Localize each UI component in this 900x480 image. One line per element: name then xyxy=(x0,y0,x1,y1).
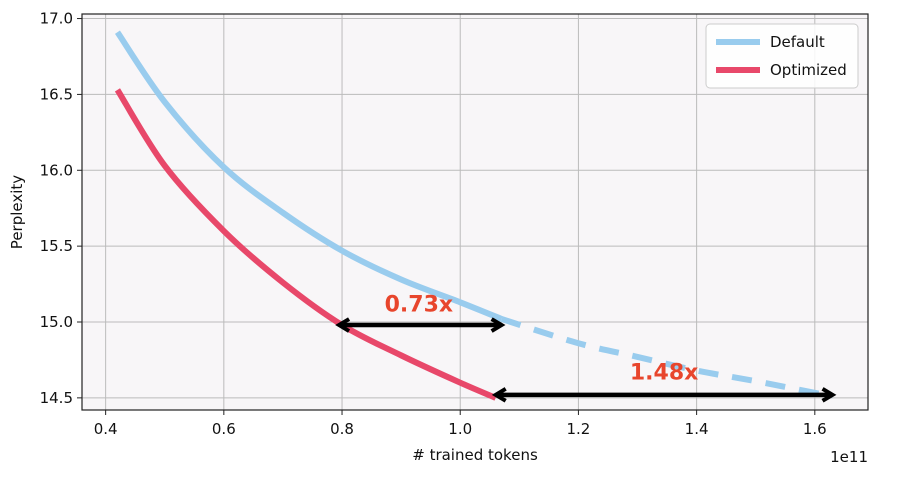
speedup-label: 1.48x xyxy=(630,361,698,386)
legend-label-default: Default xyxy=(770,33,825,51)
x-tick-label: 1.6 xyxy=(803,420,827,438)
y-tick-label: 15.0 xyxy=(40,313,73,331)
series-line-default xyxy=(114,30,503,322)
x-tick-label: 0.6 xyxy=(212,420,236,438)
arrow-head-left xyxy=(335,317,351,333)
series-line-default-extrapolated xyxy=(500,316,834,400)
arrow-head-right xyxy=(821,387,837,403)
series-lines xyxy=(114,30,834,401)
y-tick-label: 16.0 xyxy=(40,161,73,179)
arrow-head-left xyxy=(491,387,507,403)
y-axis-label: Perplexity xyxy=(8,175,26,249)
legend-label-optimized: Optimized xyxy=(770,61,847,79)
x-tick-label: 1.4 xyxy=(685,420,709,438)
x-tick-label: 0.4 xyxy=(94,420,118,438)
y-tick-label: 17.0 xyxy=(40,10,73,28)
x-tick-label: 1.2 xyxy=(566,420,590,438)
x-axis-label: # trained tokens xyxy=(412,446,538,464)
x-tick-label: 1.0 xyxy=(448,420,472,438)
x-tick-label: 0.8 xyxy=(330,420,354,438)
ticks: 0.4 0.6 0.8 1.0 1.2 1.4 1.6 14.5 15.0 15.5 16.0 16.… xyxy=(40,10,827,438)
x-offset-label: 1e11 xyxy=(830,448,868,466)
speedup-label: 0.73x xyxy=(385,292,453,317)
arrow-head-right xyxy=(490,317,506,333)
y-tick-label: 16.5 xyxy=(40,85,73,103)
grid xyxy=(82,14,868,410)
plot-frame xyxy=(81,13,869,411)
y-tick-label: 15.5 xyxy=(40,237,73,255)
speedup-annotation-2: 1.48x xyxy=(491,361,837,403)
speedup-annotation-1: 0.73x xyxy=(335,292,506,333)
series-line-optimized xyxy=(114,88,497,401)
legend: Default Optimized xyxy=(705,23,859,89)
annotations: 0.73x 1.48x xyxy=(335,292,837,403)
y-tick-label: 14.5 xyxy=(40,389,73,407)
